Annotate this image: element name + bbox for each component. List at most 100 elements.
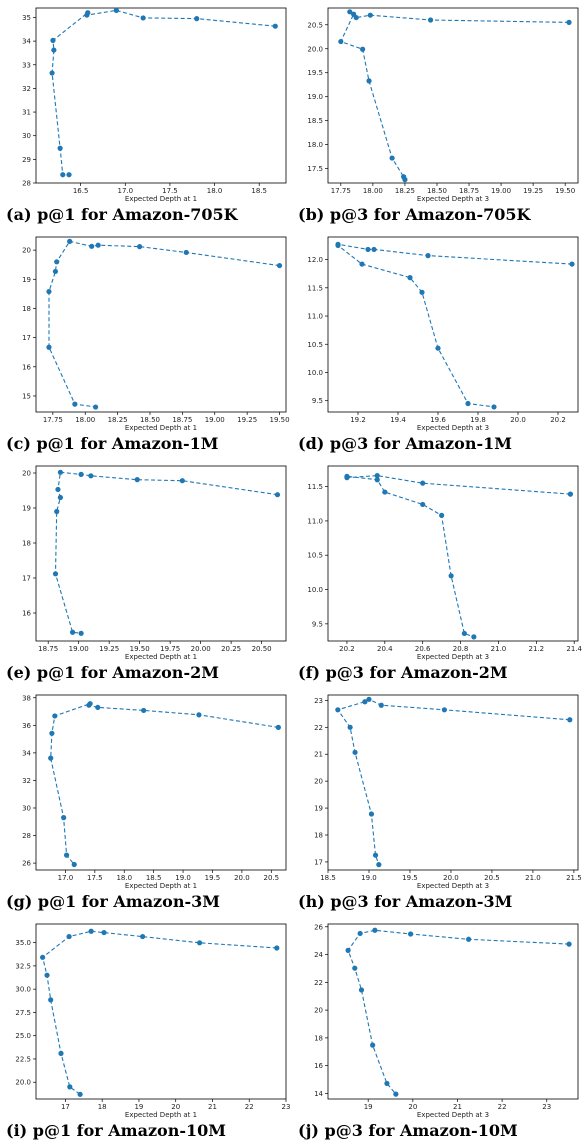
- series-line: [54, 471, 278, 634]
- x-axis-label: Expected Depth at 1: [125, 1111, 197, 1119]
- data-point: [88, 928, 94, 934]
- x-tick-label: 19.0: [175, 874, 191, 882]
- caption-d: (d) p@3 for Amazon-1M: [298, 434, 512, 453]
- data-point: [372, 927, 378, 933]
- y-tick-label: 26: [22, 860, 31, 868]
- x-axis-label: Expected Depth at 3: [417, 653, 489, 661]
- x-tick-label: 20.5: [263, 874, 279, 882]
- data-point: [461, 630, 467, 637]
- y-tick-label: 30: [22, 132, 31, 140]
- data-point: [134, 477, 140, 483]
- data-point: [61, 815, 67, 821]
- caption-a: (a) p@1 for Amazon-705K: [6, 205, 238, 224]
- y-tick-label: 18.5: [307, 117, 323, 125]
- data-point: [67, 1084, 73, 1090]
- data-point: [419, 289, 425, 295]
- caption-c: (c) p@1 for Amazon-1M: [6, 434, 219, 453]
- y-tick-label: 10.0: [307, 369, 323, 377]
- x-tick-label: 20.4: [377, 645, 393, 653]
- y-tick-label: 22.5: [15, 1055, 31, 1063]
- data-point: [371, 246, 377, 253]
- data-point: [40, 954, 46, 960]
- data-point: [141, 707, 147, 714]
- y-tick-label: 17: [22, 334, 31, 342]
- y-tick-label: 14: [314, 1090, 323, 1098]
- caption-f: (f) p@3 for Amazon-2M: [298, 663, 508, 682]
- y-tick-label: 18: [22, 305, 31, 313]
- series-line: [346, 475, 571, 638]
- data-point: [344, 473, 350, 479]
- x-tick-label: 19.8: [470, 416, 486, 424]
- x-tick-label: 19: [134, 1103, 143, 1111]
- y-tick-label: 16: [22, 363, 31, 371]
- data-point: [362, 699, 368, 705]
- data-point: [471, 634, 477, 640]
- y-tick-label: 17.5: [307, 165, 323, 173]
- x-tick-label: 18.0: [116, 874, 132, 882]
- data-point: [569, 261, 575, 267]
- data-point: [44, 972, 50, 978]
- data-point: [113, 7, 119, 13]
- series-line: [340, 11, 570, 180]
- y-tick-label: 34: [22, 749, 31, 757]
- x-tick-label: 20.0: [234, 874, 250, 882]
- data-point: [57, 145, 63, 151]
- y-tick-label: 20: [22, 247, 31, 255]
- data-point: [465, 400, 471, 407]
- data-point: [272, 23, 278, 29]
- x-tick-label: 23: [542, 1103, 551, 1111]
- chart-j: 19 20 21 22 23 14 16 18 20 22 24 26 Expected Depth a…: [314, 923, 579, 1119]
- chart-i: 17 18 19 20 21 22 23 20.0 22.5 25.0 27.5 30.0 32.5 35…: [15, 923, 290, 1119]
- data-point: [376, 862, 382, 868]
- y-tick-label: 20.0: [307, 45, 323, 53]
- data-point: [69, 629, 76, 635]
- data-point: [335, 242, 341, 249]
- data-point: [78, 630, 84, 636]
- x-tick-label: 20.0: [510, 416, 526, 424]
- chart-e: 18.75 19.00 19.25 19.50 19.75 20.00 20.25 20.50…: [22, 465, 287, 661]
- series-line: [50, 702, 279, 865]
- x-tick-label: 20.6: [415, 645, 431, 653]
- x-tick-label: 18: [98, 1103, 107, 1111]
- plot-frame: [35, 7, 287, 184]
- x-tick-label: 20.00: [191, 645, 211, 653]
- x-tick-label: 20.0: [443, 874, 459, 882]
- y-tick-label: 15: [22, 392, 31, 400]
- x-tick-label: 17.0: [58, 874, 74, 882]
- series-line: [41, 930, 277, 1095]
- x-tick-label: 19.75: [160, 645, 180, 653]
- y-tick-label: 12.0: [307, 256, 323, 264]
- y-tick-label: 23: [314, 697, 323, 705]
- y-tick-label: 30: [22, 804, 31, 812]
- x-tick-label: 18.75: [38, 645, 58, 653]
- series-line: [336, 698, 570, 865]
- y-tick-label: 28: [22, 180, 31, 188]
- x-tick-label: 17: [61, 1103, 70, 1111]
- data-point: [357, 930, 363, 937]
- caption-b: (b) p@3 for Amazon-705K: [298, 205, 531, 224]
- plot-frame: [327, 236, 579, 413]
- x-tick-label: 21.4: [566, 645, 582, 653]
- y-tick-label: 18: [314, 1034, 323, 1042]
- data-point: [425, 253, 431, 259]
- x-tick-label: 20: [171, 1103, 180, 1111]
- y-tick-label: 19.0: [307, 93, 323, 101]
- y-tick-label: 24: [314, 951, 323, 959]
- x-tick-label: 19.5: [205, 874, 221, 882]
- x-tick-label: 19.50: [269, 416, 289, 424]
- x-axis-label: Expected Depth at 3: [417, 195, 489, 203]
- data-point: [66, 172, 72, 178]
- data-point: [441, 707, 447, 713]
- series-line: [48, 240, 280, 408]
- y-tick-label: 17: [22, 575, 31, 583]
- x-tick-label: 19.0: [361, 874, 377, 882]
- data-point: [347, 724, 353, 730]
- y-tick-label: 10.5: [307, 341, 323, 349]
- x-tick-label: 19.2: [350, 416, 366, 424]
- data-point: [89, 243, 95, 249]
- data-point: [378, 702, 384, 708]
- data-point: [60, 172, 66, 178]
- x-axis-label: Expected Depth at 3: [417, 882, 489, 890]
- x-axis-label: Expected Depth at 1: [125, 653, 197, 661]
- panel-h: 18.5 19.0 19.5 20.0 20.5 21.0 21.5 17 18 19 20 21 22…: [292, 687, 584, 916]
